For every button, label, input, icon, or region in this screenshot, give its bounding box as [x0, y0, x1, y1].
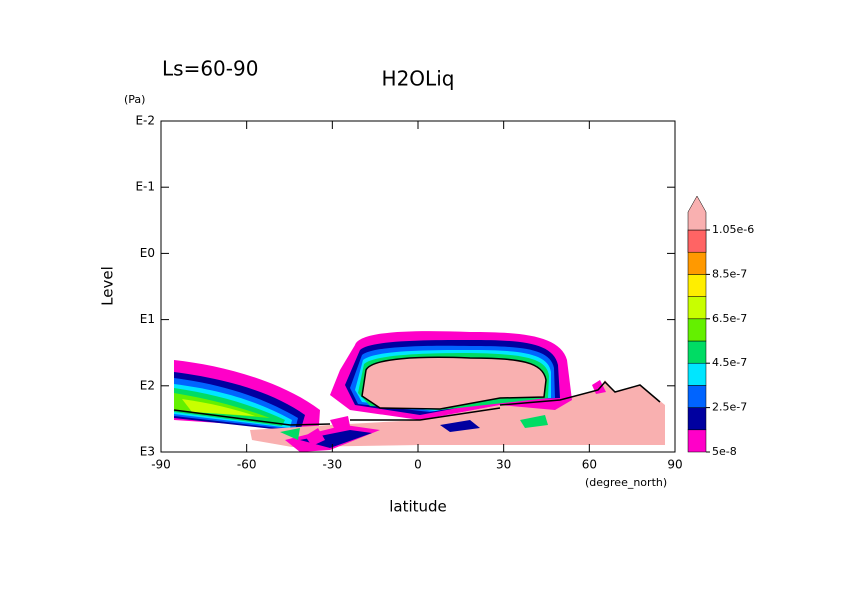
colorbar-swatch [687, 229, 707, 253]
x-tick-label: -30 [323, 458, 343, 472]
chart-title: H2OLiq [382, 67, 455, 91]
contour-line [361, 356, 547, 410]
contour-fill [520, 415, 548, 428]
x-tick-label: 60 [582, 458, 597, 472]
colorbar-swatch [687, 407, 707, 431]
colorbar-label: 4.5e-7 [712, 356, 747, 369]
contour-line [499, 380, 661, 406]
colorbar-swatch [687, 251, 707, 275]
colorbar-swatch [687, 296, 707, 320]
y-tick-label: E2 [140, 378, 155, 392]
colorbar-swatch [687, 385, 707, 408]
colorbar-swatch [687, 274, 707, 297]
colorbar-label: 1.05e-6 [712, 223, 754, 236]
contour-fill [440, 420, 480, 432]
colorbar-swatch [687, 362, 707, 386]
colorbar-swatch [687, 318, 707, 342]
y-tick-label: E-2 [135, 114, 155, 128]
contour-fill [182, 399, 255, 416]
y-axis-label: Level [99, 266, 117, 306]
colorbar-swatch [687, 429, 707, 453]
contour-line [173, 409, 331, 426]
x-tick-label: -90 [151, 458, 171, 472]
y-tick-label: E1 [140, 312, 155, 326]
chart-subtitle: Ls=60-90 [162, 57, 258, 81]
y-tick-label: E0 [140, 246, 155, 260]
contour-fill [330, 416, 350, 428]
x-axis-label: latitude [389, 498, 447, 516]
x-tick-label: 0 [414, 458, 422, 472]
colorbar-label: 5e-8 [712, 445, 737, 458]
contour-fill [300, 430, 372, 448]
x-tick-label: -60 [237, 458, 257, 472]
contour-fill [305, 428, 325, 446]
x-tick-label: 30 [496, 458, 511, 472]
x-unit: (degree_north) [585, 476, 667, 489]
contour-line [350, 407, 501, 421]
x-tick-label: 90 [667, 458, 682, 472]
colorbar-label: 6.5e-7 [712, 312, 747, 325]
contour-fill [280, 428, 300, 440]
y-tick-label: E3 [140, 445, 155, 459]
colorbar-swatch [687, 340, 707, 364]
colorbar-label: 8.5e-7 [712, 267, 747, 280]
contour-fill [362, 357, 546, 409]
y-tick-label: E-1 [135, 180, 155, 194]
y-unit: (Pa) [124, 93, 145, 106]
colorbar-label: 2.5e-7 [712, 401, 747, 414]
colorbar-overflow [687, 195, 707, 231]
